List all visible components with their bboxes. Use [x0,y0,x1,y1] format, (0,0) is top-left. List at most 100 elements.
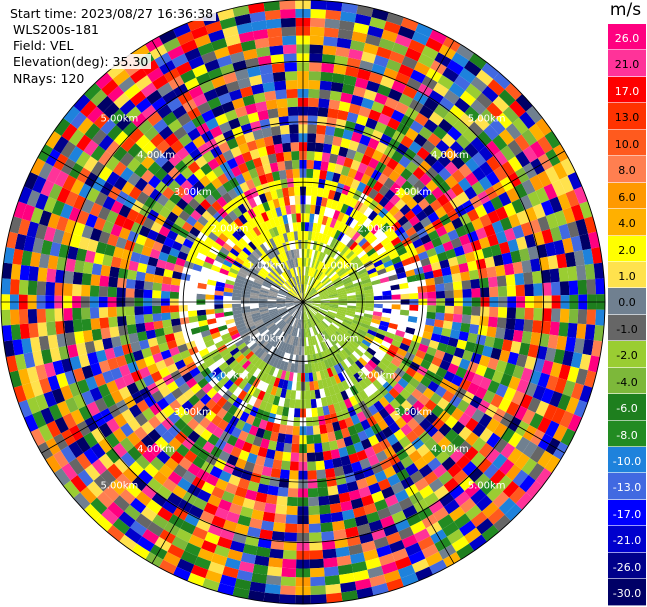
radar-gate [311,258,316,268]
radar-gate [435,312,445,321]
radar-gate [385,331,396,340]
radar-gate [304,310,307,320]
radar-gate [471,306,481,316]
radar-gate [307,354,312,364]
radar-gate [263,592,281,604]
radar-gate [521,409,536,425]
radar-gate [355,114,369,127]
radar-gate [332,384,341,395]
radar-gate [354,13,372,26]
radar-gate [313,250,319,260]
radar-gate [354,348,364,358]
radar-gate [396,246,408,257]
radar-gate [402,504,418,519]
radar-gate [458,426,473,441]
radar-gate [369,275,380,282]
radar-gate [326,476,337,487]
radar-gate [311,304,320,309]
radar-gate [232,587,250,599]
radar-gate [265,494,278,505]
radar-gate [487,233,499,247]
radar-gate [512,329,524,343]
radar-gate [464,143,479,158]
radar-gate [308,222,314,232]
radar-gate [322,405,330,416]
radar-gate [275,441,285,452]
radar-gate [303,302,310,309]
radar-gate [322,277,331,285]
radar-gate [423,471,439,486]
radar-gate [411,203,423,216]
radar-gate [353,372,363,383]
radar-gate [573,399,588,418]
radar-gate [406,173,420,187]
radar-gate [282,142,292,153]
radar-gate [531,320,543,334]
radar-gate [339,325,349,333]
radar-gate [395,266,406,275]
radar-gate [279,124,290,135]
radar-gate [315,313,324,321]
radar-gate [306,309,312,319]
colorbar-tick-label: 17.0 [614,84,640,98]
radar-gate [478,146,494,162]
radar-gate [335,201,344,212]
radar-gate [529,445,546,463]
radar-gate [577,309,588,325]
radar-gate [315,343,321,354]
radar-gate [180,550,198,565]
radar-gate [338,174,348,185]
radar-gate [344,281,354,288]
radar-gate [451,321,462,332]
radar-gate [394,489,409,503]
radar-gate [297,310,301,320]
radar-gate [305,310,309,320]
radar-gate [295,310,300,319]
radar-gate [595,278,605,295]
radar-gate [256,380,265,391]
radar-gate [241,441,253,453]
radar-gate [284,371,291,381]
radar-gate [272,71,286,82]
radar-gate [381,340,392,349]
radar-gate [196,304,206,311]
radar-gate [235,419,246,431]
radar-gate [327,286,336,292]
radar-gate [323,318,332,326]
radar-gate [357,345,367,354]
radar-gate [398,526,414,540]
radar-gate [423,324,435,334]
radar-gate [304,355,308,365]
radar-gate [319,370,326,380]
radar-gate [336,267,346,275]
radar-gate [400,192,413,205]
radar-gate [344,416,354,428]
radar-gate [447,363,459,375]
radar-gate [227,548,243,562]
radar-gate [550,308,561,323]
radar-gate [337,254,346,264]
radar-gate [490,347,502,361]
radar-gate [431,186,444,200]
radar-gate [286,97,298,108]
radar-gate [433,485,449,500]
radar-gate [350,255,360,265]
radar-gate [479,376,492,390]
radar-gate [448,104,465,120]
radar-gate [311,305,320,310]
radar-gate [303,257,307,267]
colorbar-tick-label: -10.0 [612,455,642,468]
radar-gate [311,303,321,306]
radar-gate [361,51,377,64]
radar-gate [226,454,239,467]
radar-gate [464,404,478,418]
radar-gate [486,432,501,448]
radar-gate [46,321,57,336]
radar-gate [290,363,295,373]
radar-gate [329,375,337,386]
radar-gate [486,102,503,119]
radar-gate [359,325,369,333]
radar-gate [340,137,351,149]
radar-gate [335,285,345,291]
radar-gate [486,156,501,172]
